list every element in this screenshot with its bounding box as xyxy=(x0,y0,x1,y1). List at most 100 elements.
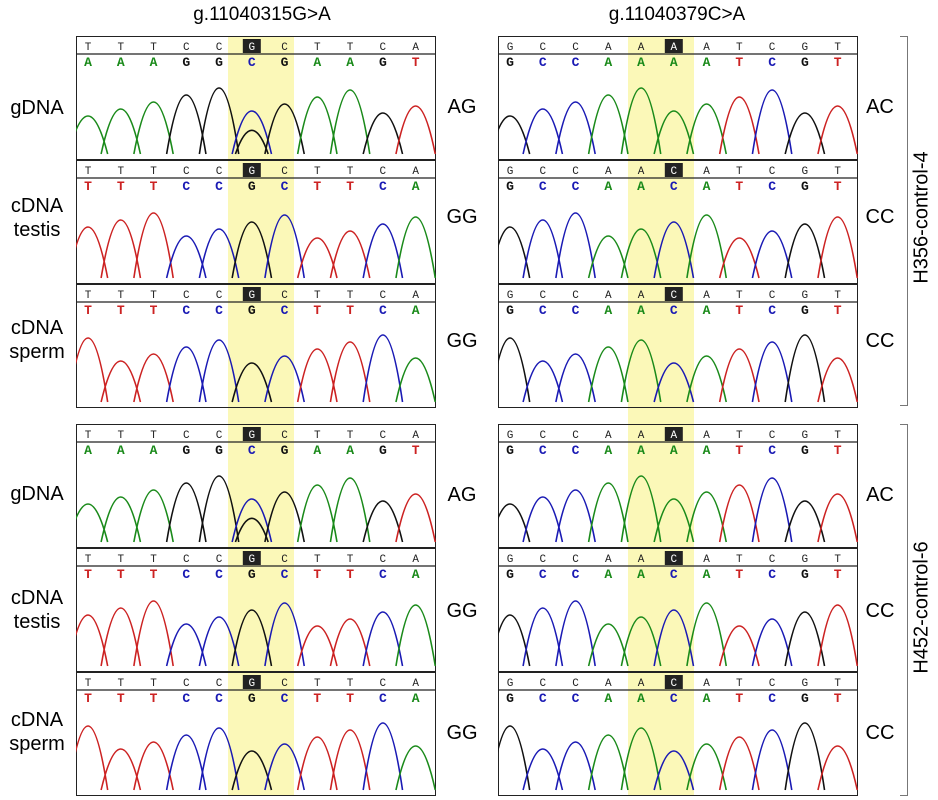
base-call: G xyxy=(249,290,256,302)
peak xyxy=(784,334,826,403)
peak xyxy=(264,355,306,403)
base-call-colored: C xyxy=(768,179,776,194)
base-call-colored: A xyxy=(313,55,321,70)
base-call-colored: T xyxy=(150,567,158,582)
base-call: C xyxy=(769,166,776,178)
base-call: A xyxy=(671,42,678,54)
peak xyxy=(362,223,404,279)
peak xyxy=(587,235,629,279)
base-call-colored: G xyxy=(379,443,387,458)
peak xyxy=(264,214,306,279)
peak xyxy=(133,741,174,791)
base-call-colored: C xyxy=(539,179,547,194)
base-call-colored: A xyxy=(670,55,678,70)
base-call: T xyxy=(150,166,157,178)
base-call-colored: A xyxy=(84,55,92,70)
base-call: C xyxy=(539,42,546,54)
base-call-colored: T xyxy=(735,443,743,458)
base-call: T xyxy=(347,166,354,178)
peak xyxy=(653,609,695,667)
base-call-colored: A xyxy=(703,55,711,70)
base-call: T xyxy=(834,166,841,178)
base-call-colored: C xyxy=(572,55,580,70)
variant-header-right: g.11040379C>A xyxy=(608,4,746,25)
base-call: T xyxy=(117,430,124,442)
base-call-colored: C xyxy=(539,55,547,70)
peak xyxy=(76,614,109,667)
base-call-colored: A xyxy=(346,443,354,458)
peak xyxy=(395,604,436,667)
peak xyxy=(76,725,109,791)
base-call-colored: C xyxy=(670,691,678,706)
base-call-colored: C xyxy=(182,179,190,194)
base-call: T xyxy=(736,678,743,690)
base-call: T xyxy=(117,42,124,54)
peak xyxy=(165,346,207,403)
base-call: C xyxy=(216,166,223,178)
base-call-colored: A xyxy=(604,303,612,318)
base-call-colored: T xyxy=(735,55,743,70)
base-call: A xyxy=(412,42,419,54)
peak xyxy=(784,112,826,155)
base-call-colored: C xyxy=(539,303,547,318)
peak xyxy=(653,362,695,403)
base-call-colored: A xyxy=(84,443,92,458)
base-call: T xyxy=(314,554,321,566)
base-call-colored: G xyxy=(506,691,514,706)
base-call: G xyxy=(802,678,809,690)
sample-label-sperm-1: cDNA sperm xyxy=(9,317,65,363)
base-call-colored: G xyxy=(801,567,809,582)
base-call-colored: A xyxy=(637,179,645,194)
genotype-right-g2-sperm: CC xyxy=(865,722,895,744)
base-call: A xyxy=(703,166,710,178)
base-call: C xyxy=(671,166,678,178)
peak xyxy=(751,89,793,155)
base-call: T xyxy=(150,290,157,302)
base-call: T xyxy=(736,554,743,566)
genotype-left-g2-sperm: GG xyxy=(446,722,478,744)
base-call: C xyxy=(183,290,190,302)
base-call-colored: T xyxy=(412,55,420,70)
base-call: C xyxy=(380,42,387,54)
peak xyxy=(751,341,793,403)
base-call-colored: T xyxy=(412,443,420,458)
genotype-right-g1-gdna: AC xyxy=(866,96,894,118)
peak xyxy=(264,491,306,543)
base-call: C xyxy=(183,554,190,566)
base-call: A xyxy=(605,42,612,54)
base-call: C xyxy=(769,554,776,566)
base-call-colored: A xyxy=(150,443,158,458)
peak xyxy=(498,226,531,279)
base-call-colored: C xyxy=(248,443,256,458)
base-call-colored: C xyxy=(215,179,223,194)
base-call: T xyxy=(834,290,841,302)
base-call-colored: C xyxy=(215,567,223,582)
base-call-colored: C xyxy=(379,179,387,194)
base-call: T xyxy=(85,430,92,442)
base-call: C xyxy=(572,678,579,690)
peak xyxy=(296,237,338,279)
base-call-colored: T xyxy=(346,567,354,582)
genotype-left-g1-testis: GG xyxy=(446,206,478,228)
base-call: A xyxy=(412,166,419,178)
peak xyxy=(362,112,404,155)
base-call: C xyxy=(769,290,776,302)
genotype-right-g1-sperm: CC xyxy=(865,330,895,352)
base-call: A xyxy=(703,554,710,566)
base-call-colored: A xyxy=(637,443,645,458)
base-call-colored: G xyxy=(248,303,256,318)
base-call: G xyxy=(802,430,809,442)
peak xyxy=(133,600,174,667)
peak xyxy=(498,115,531,155)
base-call-colored: C xyxy=(379,303,387,318)
base-call: C xyxy=(769,430,776,442)
base-call: A xyxy=(605,554,612,566)
peak xyxy=(231,110,273,155)
base-call: A xyxy=(605,678,612,690)
peak xyxy=(620,87,662,155)
base-call: C xyxy=(216,554,223,566)
base-call: T xyxy=(117,554,124,566)
base-call-colored: A xyxy=(150,55,158,70)
peak xyxy=(587,94,629,155)
base-call: A xyxy=(605,166,612,178)
